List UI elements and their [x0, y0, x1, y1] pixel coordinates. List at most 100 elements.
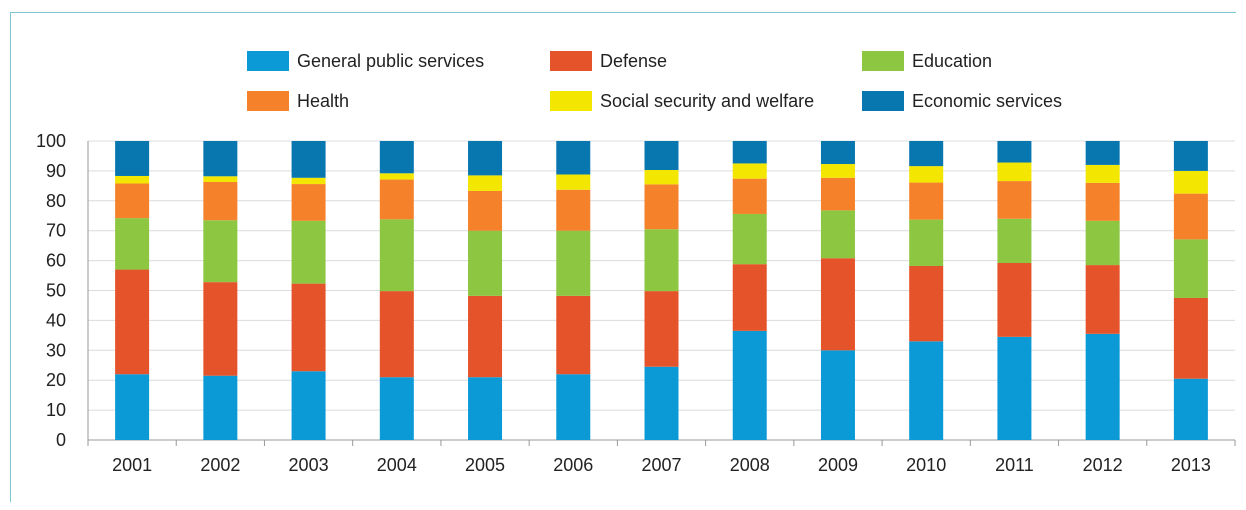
legend-item-economic-services: Economic services [862, 90, 1062, 112]
bar-segment-health [644, 184, 679, 230]
chart-legend: General public services Defense Educatio… [0, 0, 1246, 120]
bar-segment-social-security-and-welfare [468, 175, 503, 191]
y-tick-label: 0 [56, 430, 66, 450]
bar-segment-defense [820, 258, 855, 351]
bar-segment-economic-services [291, 141, 326, 178]
bar-segment-education [379, 219, 414, 292]
bar-segment-general-public-services [468, 377, 503, 440]
bar-segment-general-public-services [997, 336, 1032, 440]
bar-segment-defense [203, 282, 238, 376]
bar-segment-health [1173, 193, 1208, 240]
x-tick-label: 2007 [641, 455, 681, 475]
bar-segment-education [732, 213, 767, 265]
legend-swatch [550, 51, 592, 71]
bar-segment-defense [1085, 265, 1120, 334]
y-tick-label: 10 [46, 400, 66, 420]
bar-segment-social-security-and-welfare [115, 175, 150, 184]
legend-item-health: Health [247, 90, 349, 112]
bar-segment-defense [379, 291, 414, 378]
bar-segment-defense [997, 262, 1032, 337]
bar-segment-general-public-services [556, 374, 591, 440]
x-tick-label: 2013 [1171, 455, 1211, 475]
bar-segment-social-security-and-welfare [820, 164, 855, 178]
x-tick-label: 2010 [906, 455, 946, 475]
bar-segment-education [820, 210, 855, 259]
bar-segment-social-security-and-welfare [556, 174, 591, 190]
bar-segment-general-public-services [732, 330, 767, 440]
bar-segment-health [115, 183, 150, 219]
bar-segment-economic-services [468, 141, 503, 176]
legend-swatch [247, 51, 289, 71]
bar-segment-general-public-services [909, 341, 944, 440]
bar-segment-general-public-services [1173, 378, 1208, 440]
bar-segment-defense [732, 264, 767, 331]
bar-segment-defense [291, 283, 326, 372]
bar-segment-general-public-services [820, 350, 855, 440]
bar-segment-social-security-and-welfare [997, 162, 1032, 182]
bar-segment-defense [644, 291, 679, 367]
bar-segment-defense [115, 269, 150, 375]
bar-segment-social-security-and-welfare [203, 176, 238, 182]
bar-segment-social-security-and-welfare [909, 166, 944, 183]
x-tick-label: 2004 [377, 455, 417, 475]
bar-segment-economic-services [820, 141, 855, 165]
legend-label: General public services [297, 50, 485, 71]
bar-segment-general-public-services [203, 375, 238, 440]
legend-item-education: Education [862, 50, 992, 72]
bar-segment-health [997, 181, 1032, 219]
bar-segment-education [644, 229, 679, 292]
bar-segment-general-public-services [115, 374, 150, 440]
bar-segment-general-public-services [291, 371, 326, 440]
x-tick-label: 2003 [289, 455, 329, 475]
bar-segment-education [203, 220, 238, 283]
bar-segment-economic-services [203, 141, 238, 177]
bar-segment-health [732, 178, 767, 214]
x-tick-label: 2008 [730, 455, 770, 475]
bar-segment-health [1085, 182, 1120, 221]
y-tick-label: 100 [36, 131, 66, 151]
bar-segment-economic-services [115, 141, 150, 176]
bar-segment-health [379, 179, 414, 220]
bar-segment-health [556, 189, 591, 231]
bar-segment-social-security-and-welfare [379, 173, 414, 180]
x-tick-label: 2006 [553, 455, 593, 475]
legend-item-general-public-services: General public services [247, 50, 484, 72]
bar-segment-defense [556, 295, 591, 375]
bar-segment-education [1173, 239, 1208, 298]
bar-segment-economic-services [732, 141, 767, 164]
bar-segment-education [468, 230, 503, 296]
x-tick-label: 2002 [200, 455, 240, 475]
bar-segment-defense [468, 295, 503, 378]
bar-segment-defense [909, 265, 944, 342]
bar-segment-education [556, 230, 591, 296]
bar-segment-education [1085, 220, 1120, 266]
chart-frame [10, 12, 1236, 502]
x-tick-label: 2011 [995, 455, 1034, 475]
bar-segment-social-security-and-welfare [1173, 170, 1208, 194]
legend-item-defense: Defense [550, 50, 667, 72]
bar-segment-general-public-services [379, 377, 414, 440]
y-tick-label: 30 [46, 340, 66, 360]
legend-swatch [550, 91, 592, 111]
legend-label: Economic services [912, 90, 1063, 111]
bar-segment-economic-services [644, 141, 679, 171]
bar-segment-health [909, 182, 944, 220]
y-tick-label: 70 [46, 221, 66, 241]
bar-segment-education [115, 218, 150, 270]
x-tick-label: 2012 [1083, 455, 1123, 475]
bar-segment-health [820, 177, 855, 211]
bar-segment-health [291, 184, 326, 221]
y-tick-label: 20 [46, 370, 66, 390]
y-tick-label: 50 [46, 281, 66, 301]
y-tick-label: 80 [46, 191, 66, 211]
bar-segment-social-security-and-welfare [291, 177, 326, 185]
legend-label: Social security and welfare [600, 90, 815, 111]
y-tick-label: 90 [46, 161, 66, 181]
bar-segment-social-security-and-welfare [1085, 164, 1120, 183]
legend-item-social-security-and-welfare: Social security and welfare [550, 90, 814, 112]
legend-label: Health [297, 90, 350, 111]
bar-segment-general-public-services [644, 366, 679, 440]
bar-segment-social-security-and-welfare [644, 170, 679, 185]
bar-segment-social-security-and-welfare [732, 163, 767, 179]
